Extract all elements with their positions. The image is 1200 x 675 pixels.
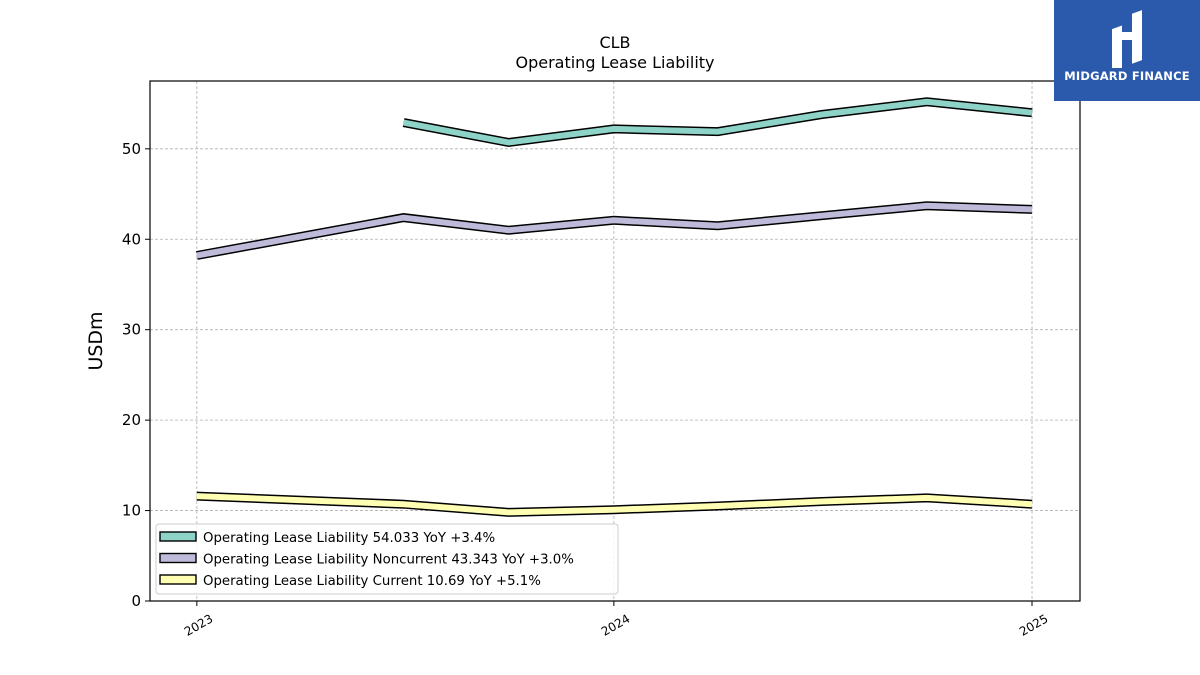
y-tick-label: 50 xyxy=(122,140,141,158)
grid-lines xyxy=(150,81,1080,602)
legend-swatch xyxy=(159,531,197,542)
series-line xyxy=(196,202,1033,259)
legend-label: Operating Lease Liability Current 10.69 … xyxy=(203,574,541,589)
legend-swatch xyxy=(159,574,197,585)
plot-frame xyxy=(149,80,1081,602)
legend-label: Operating Lease Liability Noncurrent 43.… xyxy=(203,553,574,568)
mf-logo-icon xyxy=(1112,10,1142,68)
legend-swatch xyxy=(159,552,197,564)
chart-title: CLB xyxy=(599,33,630,52)
legend-item: Operating Lease Liability Current 10.69 … xyxy=(159,574,541,589)
series-3 xyxy=(196,491,1033,517)
series-lines xyxy=(195,97,1033,517)
series-2 xyxy=(195,201,1033,260)
legend-item: Operating Lease Liability 54.033 YoY +3.… xyxy=(159,531,495,546)
series-line xyxy=(196,493,1033,516)
x-tick-label: 2025 xyxy=(1017,611,1050,638)
legend: Operating Lease Liability 54.033 YoY +3.… xyxy=(155,523,619,595)
y-tick-label: 0 xyxy=(131,592,141,610)
legend-label: Operating Lease Liability 54.033 YoY +3.… xyxy=(203,531,495,546)
series-1 xyxy=(402,97,1033,148)
x-tick-label: 2023 xyxy=(182,611,215,638)
x-tick-label: 2024 xyxy=(599,611,632,638)
y-tick-label: 10 xyxy=(122,502,141,520)
series-line-outline xyxy=(402,97,1033,148)
legend-frame xyxy=(155,523,619,595)
legend-item: Operating Lease Liability Noncurrent 43.… xyxy=(159,552,574,568)
y-tick-label: 20 xyxy=(122,411,141,429)
brand-logo: MIDGARD FINANCE xyxy=(1054,0,1200,101)
y-axis-label: USDm xyxy=(85,311,107,370)
y-tick-label: 40 xyxy=(122,230,141,248)
chart-subtitle: Operating Lease Liability xyxy=(515,53,714,72)
y-tick-label: 30 xyxy=(122,321,141,339)
brand-name: MIDGARD FINANCE xyxy=(1064,69,1190,83)
